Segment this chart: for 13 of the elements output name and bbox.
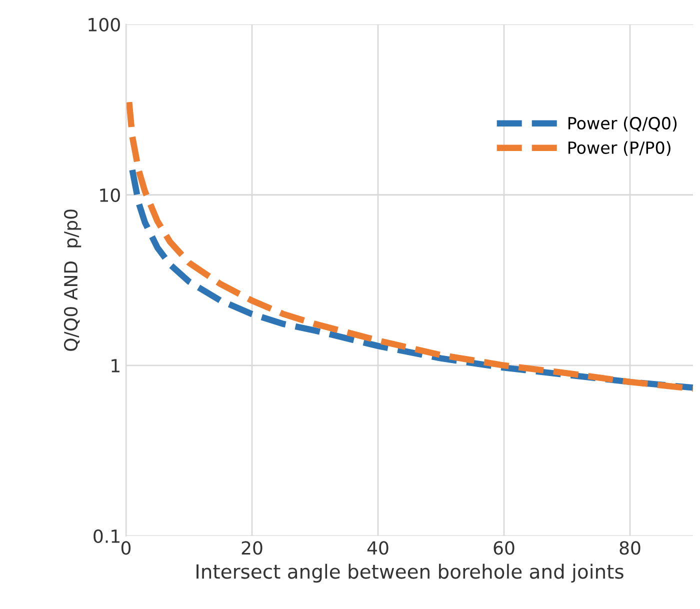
y-tick-label: 100 bbox=[88, 18, 120, 32]
x-tick-label: 40 bbox=[367, 541, 388, 555]
y-tick-label: 1 bbox=[112, 359, 120, 372]
x-axis-title: Intersect angle between borehole and joints bbox=[196, 564, 624, 583]
x-tick-label: 0 bbox=[121, 541, 131, 555]
legend-label: Power (Q/Q0) bbox=[568, 116, 677, 132]
y-tick-label: 10 bbox=[100, 188, 120, 202]
x-tick-label: 80 bbox=[620, 541, 640, 555]
legend-label: Power (P/P0) bbox=[568, 141, 670, 156]
x-tick-label: 60 bbox=[494, 541, 514, 555]
y-tick-label: 0.1 bbox=[94, 529, 120, 544]
x-tick-label: 20 bbox=[242, 541, 262, 555]
y-axis-title: Q/Q0 AND p/p0 bbox=[64, 210, 82, 351]
